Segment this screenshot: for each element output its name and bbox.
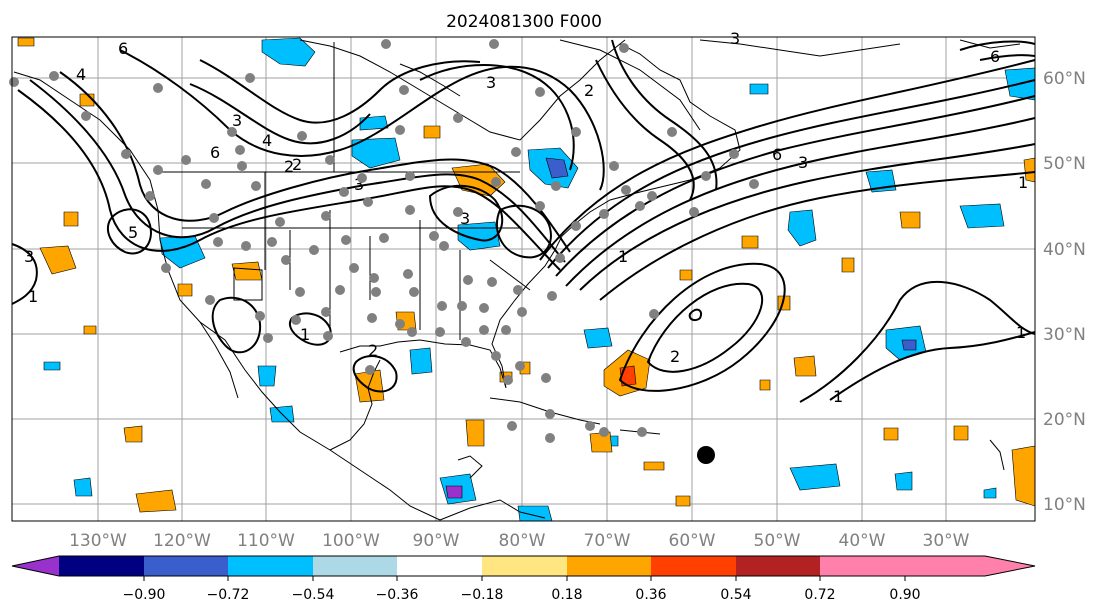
- lon-label: 100°W: [322, 531, 380, 551]
- lat-label: 20°N: [1043, 410, 1086, 430]
- contour-label: 6: [772, 145, 782, 164]
- colorbar-segment: [313, 556, 397, 576]
- lat-label: 60°N: [1043, 69, 1086, 89]
- contour-label: 1: [833, 387, 843, 406]
- map-frame: [11, 36, 1036, 522]
- contour-label: 6: [210, 143, 220, 162]
- contour-label: 3: [730, 29, 740, 48]
- colorbar-tick-label: −0.90: [123, 587, 166, 603]
- contour-label: 3: [232, 111, 242, 130]
- contour-label: 6: [118, 39, 128, 58]
- lon-label: 70°W: [584, 531, 631, 551]
- station-markers: [9, 39, 759, 443]
- lat-label: 40°N: [1043, 240, 1086, 260]
- colorbar-tick-label: −0.18: [461, 587, 504, 603]
- colorbar-segment: [228, 556, 313, 576]
- colorbar-segment: [651, 556, 736, 576]
- colorbar-tick-label: 0.54: [720, 587, 751, 603]
- contour-label: 2: [368, 341, 378, 360]
- contour-label: 2: [292, 155, 302, 174]
- colorbar-tick-label: −0.54: [292, 587, 335, 603]
- colorbar: −0.90 −0.72 −0.54 −0.36 −0.18 0.18 0.36 …: [11, 555, 1036, 603]
- contour-label: 4: [262, 131, 272, 150]
- lon-label: 30°W: [923, 531, 970, 551]
- colorbar-segment: [736, 556, 820, 576]
- colorbar-segment: [482, 556, 567, 576]
- colorbar-segment: [144, 556, 228, 576]
- lon-label: 80°W: [499, 531, 546, 551]
- contour-label: 2: [584, 81, 594, 100]
- colorbar-tick-label: 0.18: [551, 587, 582, 603]
- chart-title: 2024081300 F000: [446, 12, 602, 32]
- lon-label: 50°W: [754, 531, 801, 551]
- contour-label: 3: [24, 247, 34, 266]
- lon-label: 60°W: [669, 531, 716, 551]
- contour-label: 4: [76, 65, 86, 84]
- colorbar-tick-label: −0.72: [207, 587, 250, 603]
- coastlines: [13, 39, 1021, 521]
- contour-label: 1: [1016, 323, 1026, 342]
- lon-label: 120°W: [153, 531, 211, 551]
- colorbar-segment: [59, 556, 144, 576]
- contour-label: 1: [618, 247, 628, 266]
- contour-label: 2: [284, 157, 294, 176]
- contour-label-group: 6 4 3 2 6 4 3 2 3 5 3 6 3 1 3 2 1 1 2 1 …: [24, 29, 1028, 406]
- lat-label: 30°N: [1043, 325, 1086, 345]
- lon-label: 110°W: [237, 531, 295, 551]
- colorbar-tick-label: 0.72: [804, 587, 835, 603]
- colorbar-tick-label: 0.36: [635, 587, 666, 603]
- colorbar-segment: [12, 556, 59, 576]
- lon-label: 130°W: [69, 531, 127, 551]
- contour-label: 5: [128, 223, 138, 242]
- lat-label: 10°N: [1043, 495, 1086, 515]
- contour-label: 2: [670, 347, 680, 366]
- storm-marker: [697, 446, 715, 464]
- contour-label: 3: [354, 175, 364, 194]
- graticule: [12, 37, 1035, 521]
- longitude-labels: 130°W 120°W 110°W 100°W 90°W 80°W 70°W 6…: [69, 531, 970, 551]
- colorbar-segment: [820, 556, 1035, 576]
- contour-label: 3: [460, 209, 470, 228]
- contour-label: 3: [486, 73, 496, 92]
- latitude-labels: 60°N 50°N 40°N 30°N 20°N 10°N: [1043, 69, 1086, 515]
- colorbar-tick-label: 0.90: [889, 587, 920, 603]
- contour-label: 1: [1018, 173, 1028, 192]
- contour-label: 6: [990, 47, 1000, 66]
- colorbar-segment: [397, 556, 482, 576]
- lon-label: 90°W: [413, 531, 460, 551]
- colorbar-segment: [567, 556, 651, 576]
- lat-label: 50°N: [1043, 154, 1086, 174]
- contour-label: 3: [798, 153, 808, 172]
- contour-label: 1: [300, 325, 310, 344]
- lon-label: 40°W: [839, 531, 886, 551]
- colorbar-tick-label: −0.36: [376, 587, 419, 603]
- contour-label: 1: [28, 287, 38, 306]
- shaded-anomalies: [17, 37, 1036, 522]
- map-area: [12, 37, 1035, 521]
- contour-lines: [11, 39, 1036, 403]
